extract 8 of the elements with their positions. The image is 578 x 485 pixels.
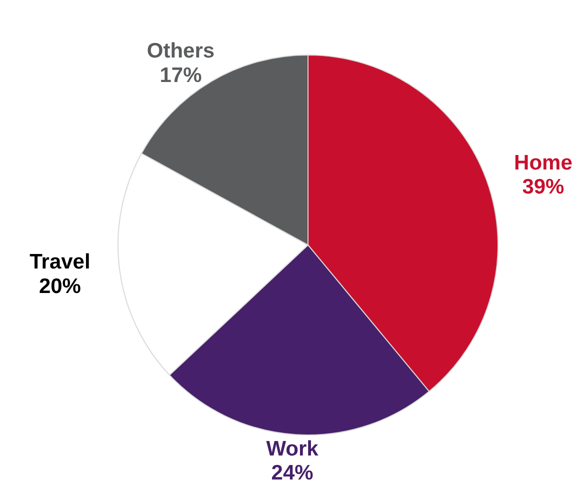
data-label: 20% <box>38 274 82 298</box>
data-label: 17% <box>160 64 202 87</box>
slice-label: Home <box>514 151 572 174</box>
slice-label: Work <box>266 437 319 460</box>
data-label: 39% <box>522 176 565 199</box>
slice-label: Travel <box>30 250 90 274</box>
slice-label: Others <box>146 40 215 63</box>
data-label: 24% <box>271 462 314 485</box>
